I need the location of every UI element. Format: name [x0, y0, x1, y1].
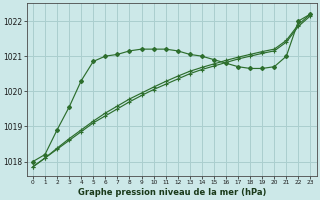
X-axis label: Graphe pression niveau de la mer (hPa): Graphe pression niveau de la mer (hPa): [77, 188, 266, 197]
